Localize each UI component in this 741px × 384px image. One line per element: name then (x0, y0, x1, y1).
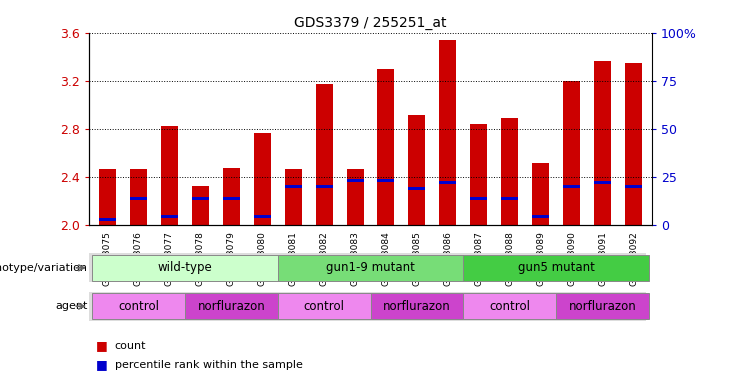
Bar (439, 40, 456, 225)
Title: GDS3379 / 255251_at: GDS3379 / 255251_at (294, 16, 447, 30)
Bar (192, 197, 209, 200)
Bar (594, 61, 611, 225)
Bar (408, 116, 425, 225)
Bar (532, 164, 549, 225)
Bar (130, 197, 147, 200)
Bar (439, 181, 456, 184)
Bar (625, 63, 642, 225)
Bar (532, 215, 549, 218)
Text: count: count (115, 341, 147, 351)
Bar (278, 293, 370, 319)
Text: control: control (304, 300, 345, 313)
Bar (347, 179, 364, 182)
Bar (347, 169, 364, 225)
Bar (625, 185, 642, 188)
Text: agent: agent (55, 301, 87, 311)
Bar (370, 293, 463, 319)
Bar (563, 81, 580, 225)
Bar (92, 255, 278, 281)
Text: genotype/variation: genotype/variation (0, 263, 87, 273)
Bar (377, 69, 394, 225)
Bar (99, 218, 116, 221)
Text: gun1-9 mutant: gun1-9 mutant (326, 262, 415, 274)
Bar (463, 293, 556, 319)
Text: percentile rank within the sample: percentile rank within the sample (115, 360, 303, 370)
Text: wild-type: wild-type (158, 262, 212, 274)
Text: norflurazon: norflurazon (383, 300, 451, 313)
Bar (253, 215, 270, 218)
Text: control: control (489, 300, 531, 313)
Bar (377, 179, 394, 182)
Text: norflurazon: norflurazon (197, 300, 265, 313)
Bar (192, 186, 209, 225)
Bar (316, 185, 333, 188)
Bar (501, 118, 518, 225)
Bar (563, 185, 580, 188)
Bar (471, 197, 488, 200)
Bar (92, 293, 185, 319)
Text: norflurazon: norflurazon (568, 300, 637, 313)
Bar (408, 187, 425, 190)
Bar (185, 293, 278, 319)
Bar (99, 169, 116, 225)
Bar (223, 197, 240, 200)
Text: control: control (118, 300, 159, 313)
Bar (253, 134, 270, 225)
Bar (223, 168, 240, 225)
Bar (285, 169, 302, 225)
Text: gun5 mutant: gun5 mutant (518, 262, 594, 274)
Bar (556, 293, 649, 319)
Bar (471, 124, 488, 225)
Bar (501, 197, 518, 200)
Bar (161, 215, 178, 218)
Bar (130, 169, 147, 225)
Bar (316, 84, 333, 225)
Text: ■: ■ (96, 358, 108, 371)
Bar (594, 181, 611, 184)
Bar (161, 126, 178, 225)
Text: ■: ■ (96, 339, 108, 352)
Bar (278, 255, 463, 281)
Bar (463, 255, 649, 281)
Bar (285, 185, 302, 188)
